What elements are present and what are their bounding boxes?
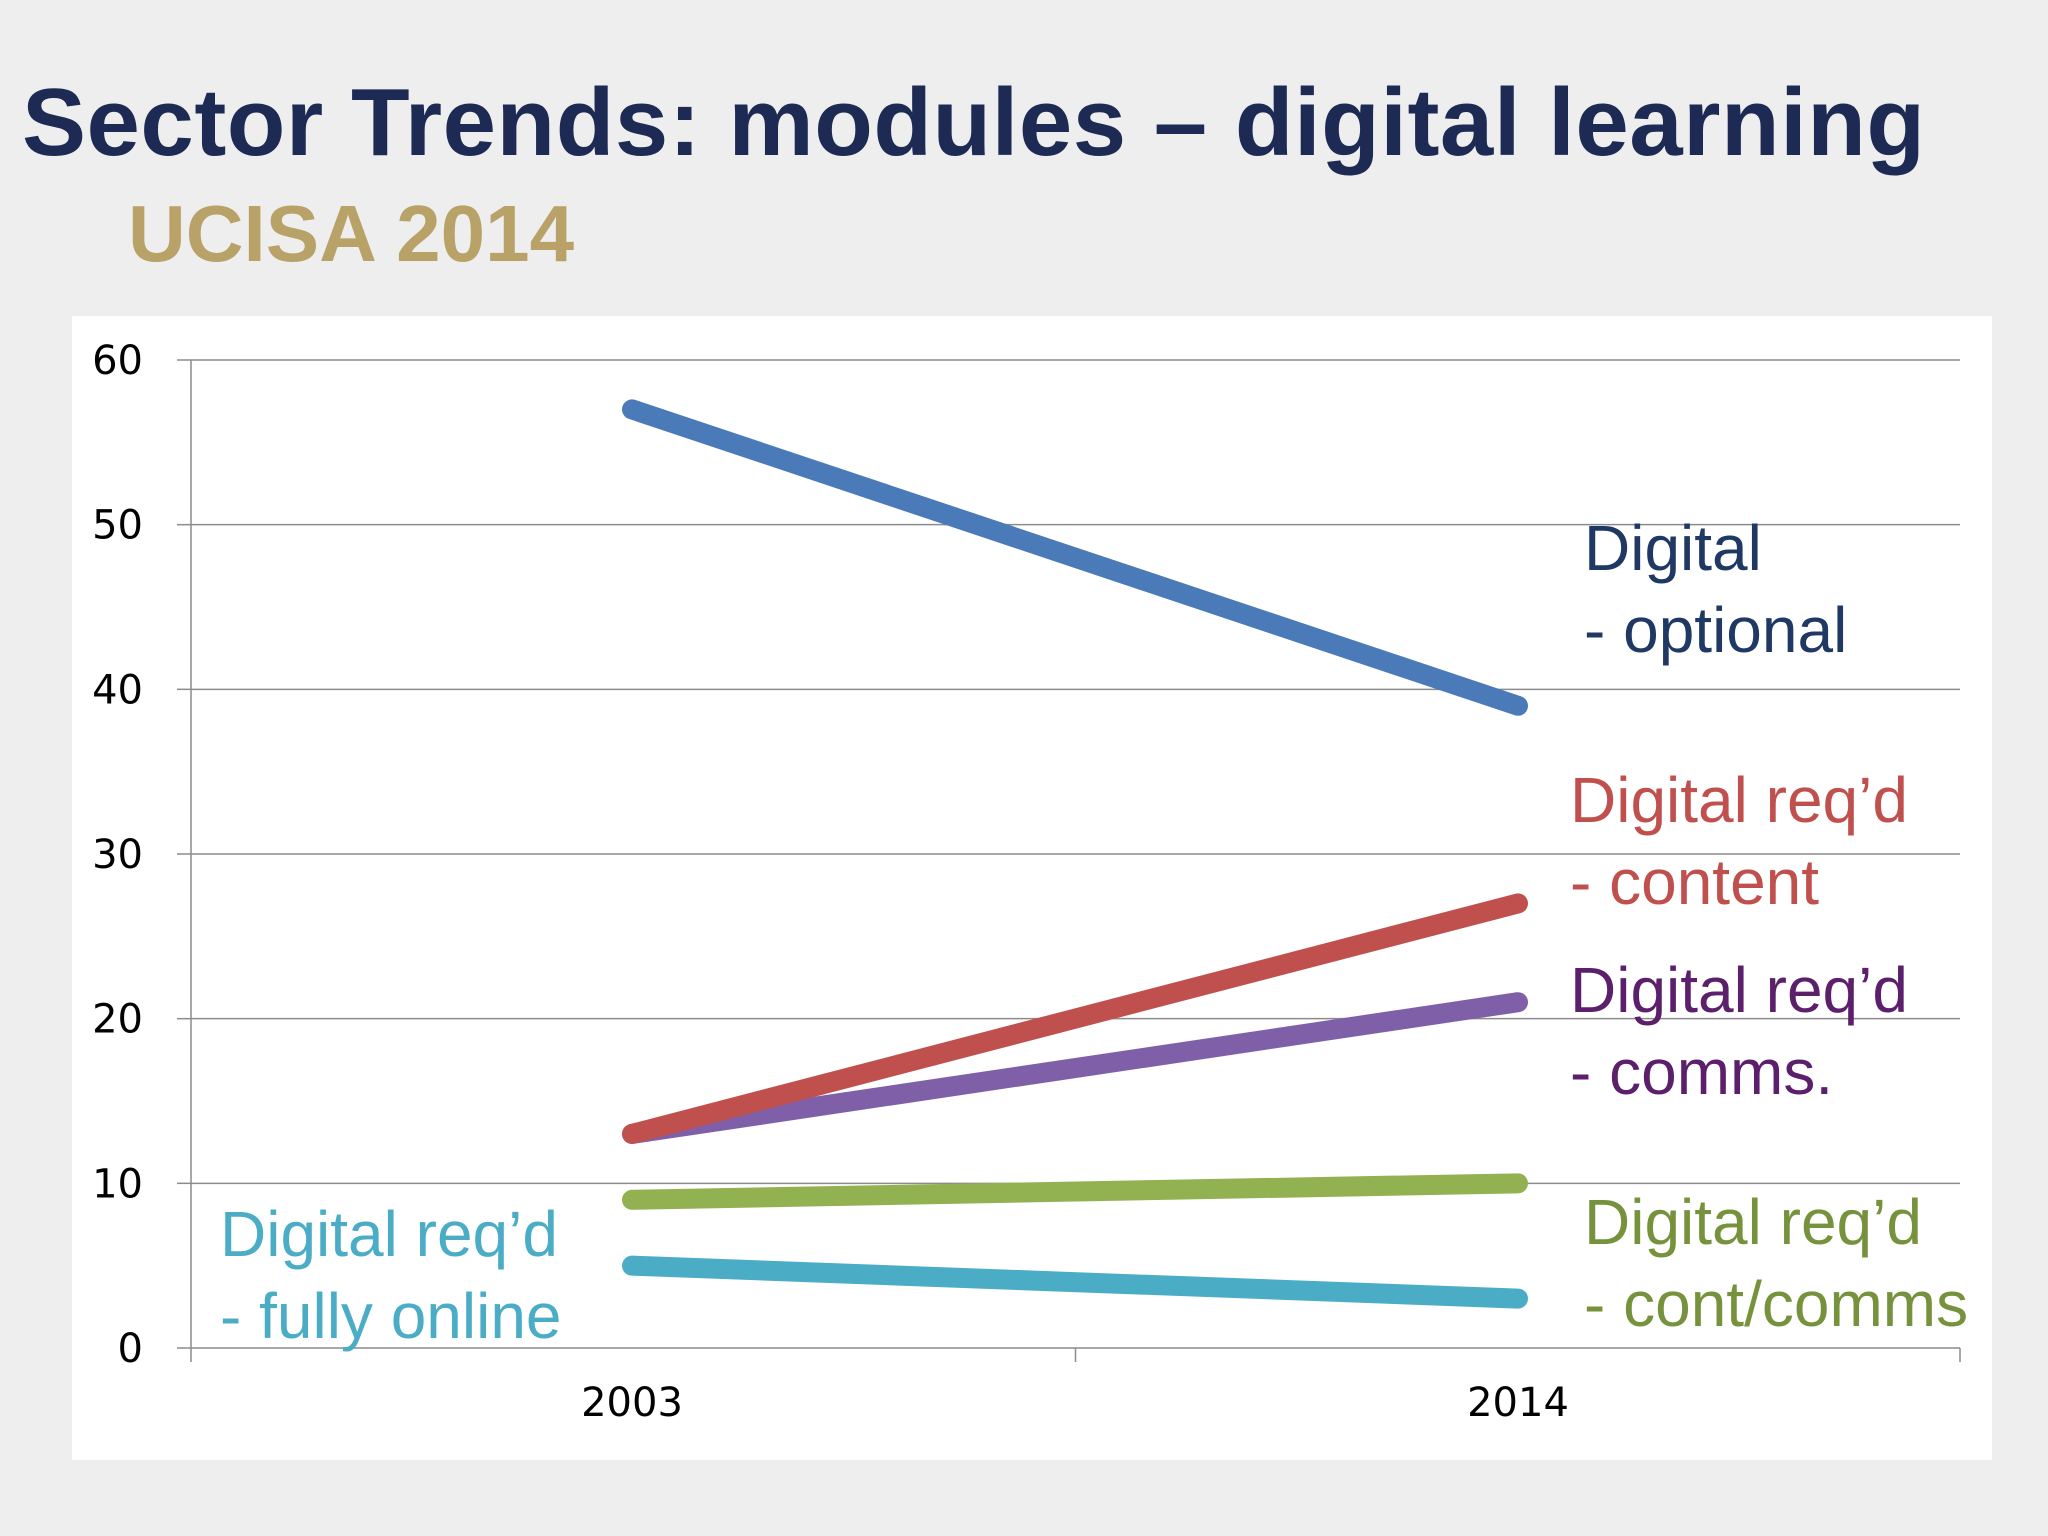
x-tick-label: 2003	[581, 1380, 683, 1426]
y-tick-label: 20	[92, 997, 143, 1043]
y-tick-label: 60	[92, 338, 143, 384]
y-tick-label: 10	[92, 1161, 143, 1207]
series-label-1: Digital req’d	[1570, 764, 1908, 836]
y-tick-label: 40	[92, 667, 143, 713]
series-label-3: Digital req’d	[1584, 1186, 1922, 1258]
series-label-4: - fully online	[220, 1280, 562, 1352]
x-tick-label: 2014	[1467, 1380, 1569, 1426]
series-label-1: - content	[1570, 846, 1819, 918]
series-label-0: - optional	[1584, 594, 1847, 666]
y-tick-label: 50	[92, 503, 143, 549]
chart-panel	[72, 316, 1992, 1460]
series-line-4	[622, 1255, 1528, 1309]
series-label-0: Digital	[1584, 512, 1762, 584]
slide-subtitle: UCISA 2014	[128, 189, 575, 278]
series-line-0	[622, 399, 1528, 716]
series-line-1	[622, 893, 1528, 1144]
series-label-4: Digital req’d	[220, 1198, 558, 1270]
series-label-2: - comms.	[1570, 1036, 1833, 1108]
series-label-3: - cont/comms	[1584, 1268, 1968, 1340]
y-tick-label: 30	[92, 832, 143, 878]
series-line-2	[622, 992, 1528, 1144]
slide-title: Sector Trends: modules – digital learnin…	[22, 69, 1926, 176]
series-line-3	[622, 1173, 1528, 1210]
series-label-2: Digital req’d	[1570, 954, 1908, 1026]
y-tick-label: 0	[118, 1326, 143, 1372]
